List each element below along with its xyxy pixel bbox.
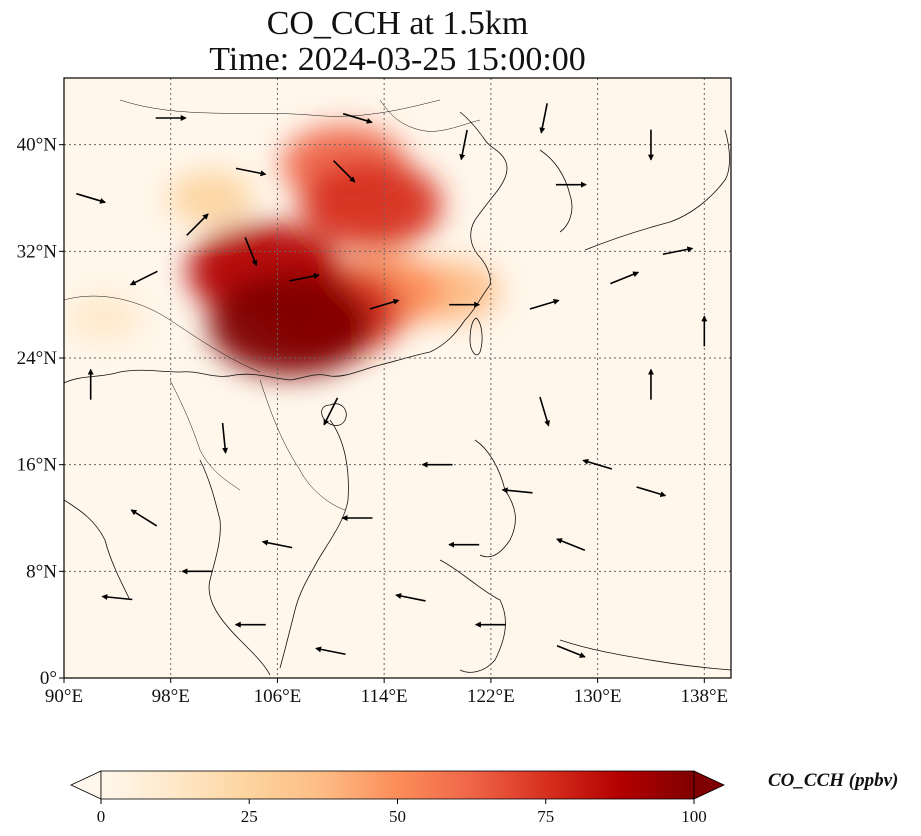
wind-arrow (235, 167, 267, 177)
longitude-ticks: 90°E 98°E 106°E 114°E 122°E 130°E 138°E (45, 678, 728, 707)
map-gridlines (64, 78, 731, 678)
lat-tick-label: 8°N (26, 561, 57, 582)
philippines-coast (474, 439, 516, 558)
hainan-island (321, 403, 347, 426)
concentration-blob (300, 160, 442, 249)
lon-tick-label: 90°E (45, 686, 83, 707)
latitude-ticks: 0° 8°N 16°N 24°N 32°N 40°N (17, 135, 64, 689)
wind-arrow (186, 213, 209, 236)
lat-tick-label: 16°N (17, 455, 58, 476)
wind-arrow (76, 192, 107, 204)
korea-coast (539, 149, 573, 233)
map-frame (63, 77, 732, 679)
colorbar-label: CO_CCH (ppbv) (768, 770, 899, 791)
wind-arrow (332, 160, 356, 183)
colorbar-tick-label: 25 (241, 807, 258, 826)
taiwan-island (469, 317, 483, 356)
wind-arrow (342, 112, 373, 124)
colorbar-min-extension (70, 770, 102, 800)
map-subtitle-time: Time: 2024-03-25 15:00:00 (209, 41, 586, 78)
colorbar-max-extension (693, 770, 725, 800)
lat-tick-label: 24°N (17, 348, 58, 369)
colorbar-tick-label: 100 (681, 807, 707, 826)
wind-arrow (130, 509, 158, 527)
wind-arrow (529, 298, 560, 310)
wind-arrow (636, 486, 667, 498)
map-title: CO_CCH at 1.5km (266, 5, 529, 42)
concentration-blob (208, 273, 373, 376)
wind-arrow (556, 538, 586, 551)
colorbar-tick-label: 75 (537, 807, 554, 826)
wind-arrow (501, 487, 533, 494)
concentration-blob (66, 294, 142, 342)
wind-arrow (315, 646, 346, 656)
borneo-coast (439, 559, 506, 673)
colorbar-ticks: 0 25 50 75 100 (97, 799, 707, 826)
malay-peninsula (199, 459, 271, 676)
wind-arrow (289, 273, 320, 282)
concentration-blob (167, 171, 254, 225)
lon-tick-label: 114°E (361, 686, 408, 707)
wind-arrow (244, 237, 258, 267)
lat-tick-label: 0° (40, 668, 57, 689)
concentration-blob (405, 378, 470, 418)
lat-tick-label: 32°N (17, 241, 58, 262)
china-coastline (64, 111, 508, 384)
wind-arrow (323, 397, 339, 426)
andaman-coast (64, 499, 131, 601)
lon-tick-label: 122°E (467, 686, 515, 707)
concentration-field (66, 125, 500, 418)
colorbar: 0 25 50 75 100 (70, 770, 725, 826)
wind-arrow (369, 298, 400, 310)
lon-tick-label: 106°E (254, 686, 302, 707)
lon-tick-label: 98°E (152, 686, 190, 707)
colorbar-tick-label: 0 (97, 807, 106, 826)
wind-arrow (395, 593, 426, 602)
wind-arrow (556, 645, 586, 658)
coastlines (64, 111, 731, 676)
colorbar-gradient (100, 770, 695, 800)
wind-arrow (582, 458, 613, 470)
wind-vectors (76, 103, 708, 658)
wind-arrow (101, 594, 133, 601)
new-guinea-coast (559, 639, 731, 671)
wind-arrow (129, 270, 158, 286)
wind-arrow (539, 103, 548, 134)
lon-tick-label: 130°E (574, 686, 622, 707)
vietnam-coastline (279, 419, 349, 669)
wind-arrow (261, 539, 293, 549)
lat-tick-label: 40°N (17, 135, 58, 156)
wind-arrow (539, 396, 550, 427)
lon-tick-label: 138°E (680, 686, 728, 707)
wind-arrow (662, 246, 694, 256)
wind-arrow (459, 129, 468, 161)
japan-coast (584, 129, 730, 251)
country-borders (64, 99, 481, 511)
colorbar-tick-label: 50 (389, 807, 406, 826)
wind-arrow (610, 271, 640, 285)
wind-arrow (221, 422, 229, 454)
